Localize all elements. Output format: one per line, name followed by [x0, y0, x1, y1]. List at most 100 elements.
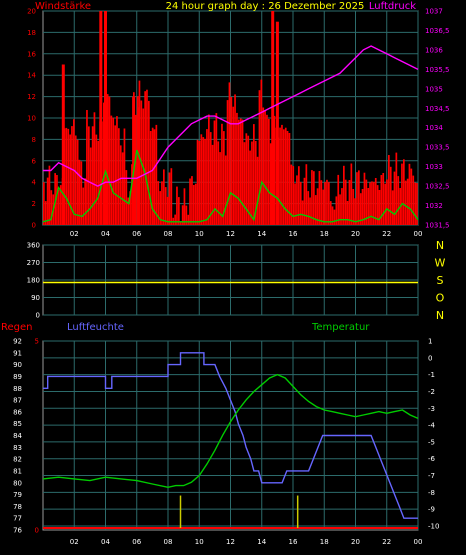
wind-bar	[74, 135, 77, 225]
wind-lines	[42, 45, 419, 223]
wind-bar	[331, 206, 334, 225]
wind-bar	[316, 188, 319, 225]
wind-bar	[176, 186, 178, 225]
humidity-y-tick-label: 88	[13, 385, 22, 393]
humidity-x-tick-label: 08	[164, 538, 173, 546]
humidity-y-tick-label: 89	[13, 373, 22, 381]
wind-bar	[320, 180, 323, 225]
wind-bar	[384, 183, 386, 225]
pressure-y-tick-label: 1034,5	[425, 105, 450, 113]
wind-bar	[234, 94, 236, 226]
wind-bar	[326, 179, 328, 225]
wind-bar	[247, 135, 250, 225]
wind-bar	[80, 161, 83, 225]
wind-bar	[159, 191, 161, 225]
wind-bar	[292, 166, 295, 225]
wind-bar	[116, 116, 118, 225]
wind-bar	[183, 188, 186, 225]
wind-bar	[380, 175, 383, 225]
wind-y-tick-label: 12	[27, 93, 36, 101]
pressure-label: Luftdruck	[369, 1, 416, 12]
humidity-x-tick-label: 14	[257, 538, 266, 546]
wind-bar	[127, 197, 130, 225]
compass-label: N	[436, 239, 444, 252]
wind-bar	[391, 190, 394, 225]
humidity-grid	[43, 340, 419, 530]
temp-y-tick-label: -4	[428, 422, 436, 430]
temperature-label: Temperatur	[311, 322, 370, 333]
wind-bar	[238, 119, 240, 225]
wind-bar	[254, 141, 257, 225]
wind-bar	[363, 172, 366, 225]
wind-bar	[264, 110, 266, 225]
humidity-y-tick-label: 84	[13, 432, 22, 440]
wind-bar	[324, 182, 326, 225]
wind-bar	[224, 155, 227, 225]
wind-bar	[273, 115, 276, 225]
wind-bar	[114, 125, 116, 225]
humidity-x-tick-label: 16	[289, 538, 298, 546]
wind-bar	[215, 113, 218, 225]
wind-x-tick-label: 20	[351, 230, 360, 238]
wind-bar	[284, 127, 287, 225]
wind-bar	[388, 155, 390, 225]
wind-y-tick-label: 16	[27, 50, 36, 58]
humidity-y-tick-label: 78	[13, 503, 22, 511]
wind-bar	[301, 200, 304, 225]
wind-bar	[78, 159, 81, 225]
temp-y-tick-label: -2	[428, 388, 435, 396]
wind-bar	[106, 94, 109, 225]
wind-bar	[151, 127, 154, 225]
humidity-label: Luftfeuchte	[67, 322, 124, 333]
temp-y-tick-label: -5	[428, 438, 435, 446]
wind-bar	[148, 100, 150, 225]
wind-gust-bar	[136, 107, 140, 225]
wind-x-tick-label: 14	[257, 230, 266, 238]
wind-bar	[414, 182, 416, 225]
wind-bar	[118, 128, 120, 225]
wind-bar	[311, 170, 313, 225]
wind-bar	[303, 177, 306, 225]
wind-bar	[112, 117, 115, 225]
wind-bar	[352, 189, 355, 225]
wind-bar	[179, 221, 182, 225]
direction-left-ticks: 0 90 180 270 360	[27, 242, 40, 320]
temp-y-tick-label: -6	[428, 455, 436, 463]
wind-bar	[348, 180, 351, 225]
wind-y-tick-label: 20	[27, 8, 36, 16]
wind-bar	[129, 191, 131, 225]
wind-bar	[149, 131, 152, 225]
wind-y-tick-label: 10	[27, 115, 36, 123]
wind-x-tick-label: 12	[226, 230, 235, 238]
wind-bar	[187, 214, 190, 225]
wind-bar	[236, 112, 238, 225]
wind-bar	[198, 141, 201, 225]
compass-label: S	[437, 274, 444, 287]
compass-label: N	[436, 309, 444, 322]
wind-bar	[157, 181, 160, 225]
wind-bar	[208, 114, 210, 225]
wind-bar	[91, 126, 94, 225]
wind-bar	[249, 150, 251, 225]
pressure-y-tick-label: 1035,5	[425, 66, 450, 74]
pressure-right-ticks: 1031,5 1032 1032,5 1033 1033,5 1034 1034,5 1035…	[425, 8, 450, 230]
pressure-y-tick-label: 1035	[425, 85, 443, 93]
wind-bar	[193, 185, 195, 225]
wind-y-tick-label: 6	[32, 157, 37, 165]
wind-bar	[166, 196, 169, 225]
wind-bar	[121, 152, 124, 225]
wind-bar	[213, 120, 216, 225]
wind-bar	[163, 169, 165, 225]
humidity-y-tick-label: 80	[13, 479, 22, 487]
chart-title: 24 hour graph day : 26 Dezember 2025	[166, 1, 365, 12]
rain-y-tick-label: 0	[35, 527, 39, 535]
pressure-y-tick-label: 1036	[425, 46, 443, 54]
wind-bar	[386, 179, 388, 225]
wind-x-tick-label: 02	[70, 230, 79, 238]
wind-bar	[164, 187, 167, 225]
wind-bar	[146, 89, 148, 225]
wind-bar	[44, 201, 47, 225]
wind-bar	[268, 118, 270, 225]
direction-y-tick-label: 90	[31, 294, 40, 302]
